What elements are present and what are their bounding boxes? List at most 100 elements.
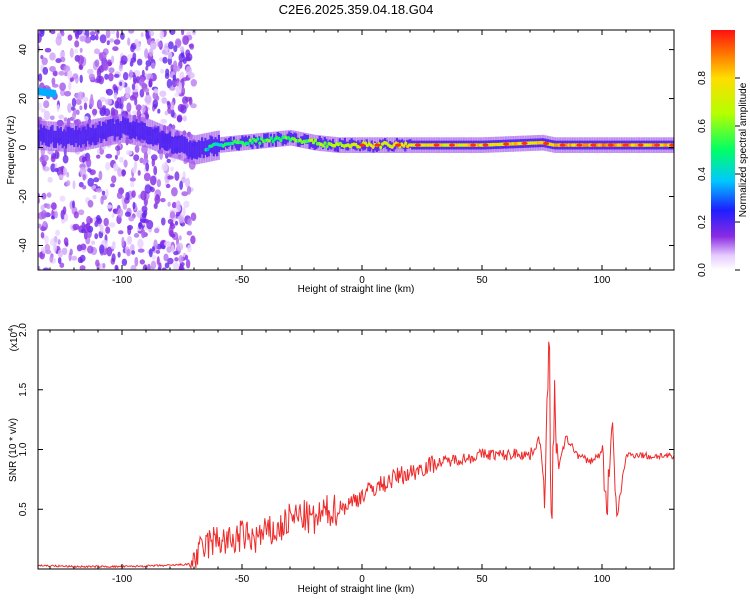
heat-noise-blob	[179, 46, 185, 53]
heat-ridge-band	[367, 142, 370, 152]
heat-ridge-band	[153, 127, 157, 145]
heat-ridge-band	[160, 130, 163, 148]
heat-noise-blob	[187, 218, 193, 226]
heat-noise-blob	[45, 249, 52, 255]
heat-noise-blob	[132, 166, 137, 174]
heat-noise-blob	[58, 114, 65, 120]
heat-noise-blob	[98, 170, 103, 181]
heat-noise-blob	[128, 215, 135, 222]
heat-noise-blob	[58, 174, 64, 179]
heat-noise-blob	[148, 48, 154, 57]
x-tick-label: -100	[112, 574, 132, 585]
heat-noise-blob	[143, 172, 151, 182]
heat-noise-blob	[149, 175, 157, 186]
heat-noise-blob	[141, 212, 147, 219]
heat-ridge-band	[246, 137, 249, 147]
heat-noise-blob	[191, 30, 197, 36]
heat-ridge-band	[76, 130, 79, 148]
heat-noise-blob	[173, 45, 178, 53]
heat-ridge-peak	[503, 142, 510, 146]
heat-noise-blob	[79, 265, 86, 270]
heat-ridge-band	[199, 140, 202, 158]
heat-ridge-band	[170, 136, 173, 154]
heat-noise-blob	[126, 102, 132, 112]
heat-ridge-band	[80, 130, 83, 148]
heat-noise-blob	[77, 55, 85, 65]
heat-noise-blob	[170, 64, 174, 72]
heat-noise-blob	[38, 223, 42, 229]
heat-noise-blob	[64, 90, 72, 97]
heat-ridge-band	[61, 131, 64, 149]
heat-ridge-band	[236, 141, 239, 151]
heat-ridge-band	[41, 127, 44, 145]
heat-noise-blob	[57, 239, 61, 245]
heat-noise-blob	[118, 64, 123, 72]
heat-noise-blob	[61, 31, 65, 37]
heat-noise-blob	[105, 161, 111, 171]
heat-noise-blob	[167, 257, 174, 265]
heat-ridge-band	[192, 141, 195, 159]
y-tick-label: 1.5	[18, 382, 29, 396]
heat-noise-blob	[145, 65, 149, 71]
heat-noise-blob	[173, 250, 179, 256]
heat-noise-blob	[139, 218, 147, 223]
heat-noise-blob	[116, 191, 123, 199]
heat-noise-blob	[160, 198, 166, 203]
heat-ridge-peak	[637, 143, 644, 147]
heat-noise-blob	[138, 222, 142, 230]
heat-noise-blob	[86, 215, 92, 225]
heat-noise-blob	[55, 35, 62, 46]
heat-noise-blob	[50, 155, 56, 163]
heat-noise-blob	[94, 48, 100, 55]
heat-noise-blob	[130, 244, 135, 252]
heat-ridge-band	[212, 139, 215, 157]
heat-noise-blob	[94, 59, 100, 67]
snr-line	[38, 341, 674, 569]
heat-noise-blob	[164, 262, 170, 269]
x-tick-label: 50	[476, 574, 488, 585]
x-tick-label: -50	[235, 574, 250, 585]
x-tick-label: -100	[112, 275, 132, 286]
heat-noise-blob	[103, 217, 109, 227]
heat-noise-blob	[41, 192, 47, 200]
heat-ridge-band	[279, 133, 283, 143]
heat-ridge-band	[387, 142, 390, 152]
heat-ridge-band	[43, 125, 46, 143]
heat-ridge-band	[263, 133, 266, 143]
heat-noise-blob	[99, 244, 105, 254]
heat-ridge-band	[189, 140, 192, 158]
heat-noise-blob	[156, 179, 161, 188]
heat-noise-blob	[112, 46, 119, 52]
heat-ridge-band	[69, 128, 73, 146]
heat-ridge-band	[313, 141, 316, 150]
heat-noise-blob	[186, 185, 192, 195]
heat-ridge-peak	[433, 143, 440, 147]
heat-noise-blob	[140, 190, 147, 201]
heat-ridge-band	[133, 121, 136, 139]
heat-ridge-band	[152, 129, 155, 147]
x-tick-label: 100	[594, 574, 611, 585]
heat-noise-blob	[166, 78, 173, 89]
heat-ridge-band	[68, 126, 71, 144]
y-tick-label: -20	[18, 189, 29, 204]
heat-noise-blob	[171, 244, 175, 253]
heat-noise-blob	[56, 166, 64, 177]
heat-noise-blob	[108, 67, 115, 74]
heat-noise-blob	[42, 249, 47, 254]
heat-ridge-core	[271, 139, 275, 144]
heat-noise-blob	[111, 175, 117, 184]
heat-noise-blob	[75, 98, 82, 105]
heat-ridge-band	[115, 119, 118, 137]
heat-noise-blob	[185, 49, 191, 57]
heat-noise-blob	[176, 40, 182, 46]
heat-ridge-band	[288, 131, 291, 141]
heat-noise-blob	[174, 220, 179, 226]
heat-noise-blob	[72, 200, 75, 209]
heat-noise-blob	[94, 30, 100, 35]
heat-ridge-band	[130, 122, 133, 140]
heat-ridge-band	[128, 122, 131, 140]
heat-ridge-band	[147, 126, 150, 144]
heat-noise-blob	[109, 38, 114, 43]
heat-ridge-band	[46, 129, 49, 147]
heat-noise-blob	[44, 235, 49, 245]
